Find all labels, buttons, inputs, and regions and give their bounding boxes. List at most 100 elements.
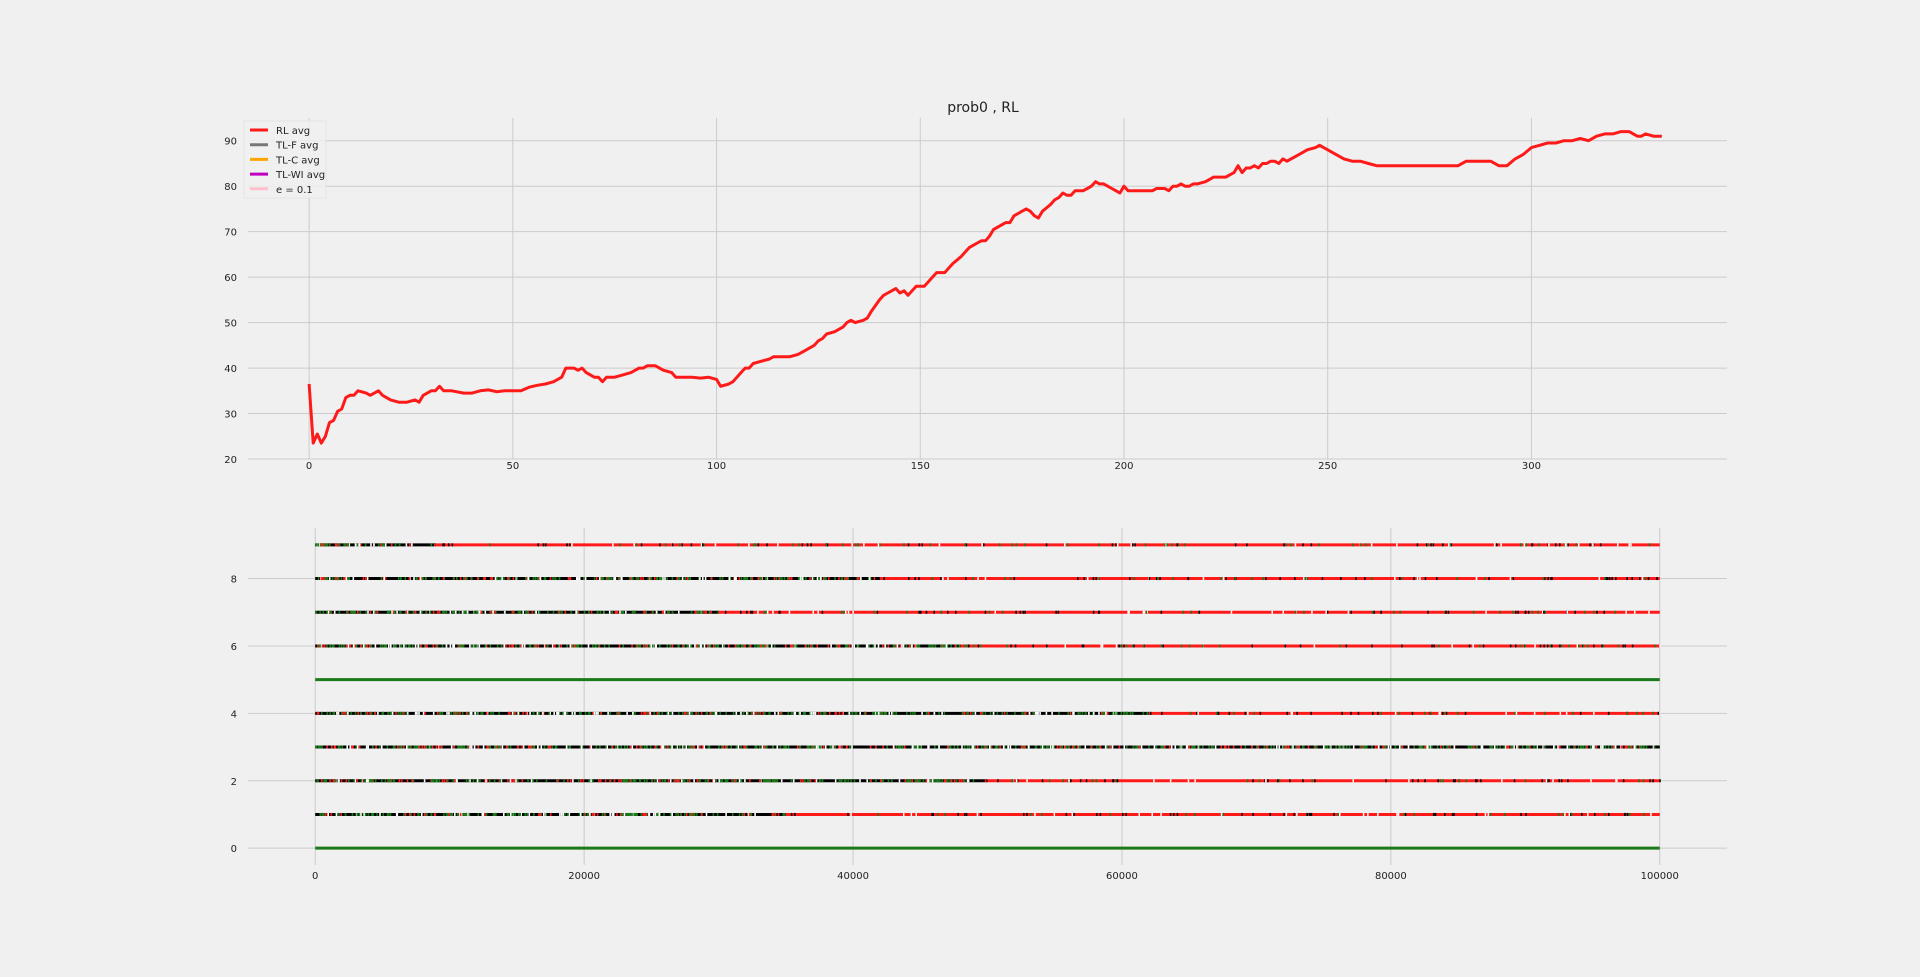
scatter-point	[732, 779, 734, 783]
scatter-point	[843, 577, 846, 581]
scatter-point	[627, 812, 630, 816]
scatter-point	[410, 812, 412, 816]
scatter-point	[643, 745, 646, 749]
scatter-point	[592, 644, 594, 648]
scatter-point	[955, 779, 958, 783]
scatter-point	[740, 779, 743, 783]
scatter-point	[419, 577, 422, 581]
scatter-point	[570, 644, 573, 648]
scatter-point	[851, 745, 853, 749]
scatter-point	[601, 577, 603, 581]
scatter-point	[458, 812, 461, 816]
scatter-point	[1252, 779, 1254, 783]
scatter-point	[984, 745, 987, 749]
scatter-point	[1527, 610, 1530, 614]
scatter-point	[620, 745, 622, 749]
scatter-point	[686, 812, 688, 816]
scatter-point	[371, 812, 373, 816]
scatter-point	[413, 577, 415, 581]
scatter-point	[703, 745, 706, 749]
scatter-point	[697, 745, 699, 749]
scatter-point	[529, 644, 532, 648]
scatter-point	[568, 745, 571, 749]
scatter-point	[641, 745, 643, 749]
scatter-point	[1178, 745, 1181, 749]
scatter-point	[766, 543, 768, 547]
scatter-point	[1659, 779, 1661, 783]
scatter-point	[1416, 577, 1419, 581]
scatter-point	[818, 745, 821, 749]
scatter-point	[508, 644, 511, 648]
scatter-point	[1559, 644, 1561, 648]
scatter-point	[636, 644, 639, 648]
scatter-point	[1026, 779, 1028, 783]
scatter-point	[714, 644, 717, 648]
scatter-point	[740, 577, 743, 581]
scatter-point	[668, 610, 670, 614]
scatter-point	[548, 711, 550, 715]
scatter-point	[1640, 745, 1643, 749]
scatter-point	[1192, 745, 1195, 749]
scatter-point	[938, 745, 940, 749]
scatter-point	[903, 745, 906, 749]
scatter-point	[808, 779, 810, 783]
scatter-point	[559, 812, 561, 816]
scatter-point	[868, 644, 870, 648]
scatter-point	[926, 779, 929, 783]
scatter-point	[1011, 543, 1013, 547]
scatter-point	[1138, 745, 1141, 749]
scatter-point	[667, 745, 669, 749]
scatter-point	[525, 610, 527, 614]
scatter-point	[350, 610, 352, 614]
scatter-point	[1097, 610, 1100, 614]
scatter-point	[906, 610, 908, 614]
scatter-point	[1385, 745, 1387, 749]
scatter-point	[606, 745, 608, 749]
scatter-point	[798, 711, 800, 715]
scatter-point	[438, 711, 441, 715]
scatter-point	[1216, 711, 1218, 715]
scatter-point	[1049, 779, 1051, 783]
scatter-point	[1169, 779, 1172, 783]
scatter-point	[392, 745, 395, 749]
scatter-point	[610, 577, 613, 581]
scatter-point	[644, 711, 647, 715]
scatter-point	[1350, 610, 1352, 614]
scatter-point	[1476, 745, 1478, 749]
scatter-point	[996, 745, 999, 749]
scatter-point	[644, 644, 647, 648]
scatter-point	[1616, 779, 1618, 783]
scatter-point	[671, 745, 673, 749]
scatter-point	[403, 711, 405, 715]
scatter-point	[1144, 543, 1147, 547]
scatter-point	[558, 711, 561, 715]
scatter-point	[535, 644, 537, 648]
scatter-point	[659, 644, 661, 648]
scatter-point	[1524, 644, 1526, 648]
scatter-point	[1212, 745, 1214, 749]
scatter-point	[879, 543, 881, 547]
scatter-point	[1656, 577, 1658, 581]
chart2-x-tick-label: 20000	[568, 871, 600, 882]
scatter-point	[1394, 711, 1397, 715]
scatter-point	[1361, 745, 1363, 749]
scatter-point	[536, 779, 538, 783]
scatter-point	[328, 610, 331, 614]
scatter-point	[931, 779, 934, 783]
scatter-point	[581, 745, 584, 749]
scatter-point	[543, 745, 546, 749]
scatter-point	[1427, 543, 1429, 547]
scatter-point	[367, 779, 369, 783]
scatter-point	[520, 644, 522, 648]
scatter-point	[750, 711, 753, 715]
scatter-point	[631, 577, 633, 581]
scatter-point	[317, 577, 320, 581]
scatter-point	[1577, 745, 1580, 749]
scatter-point	[1377, 711, 1379, 715]
scatter-point	[326, 711, 329, 715]
scatter-point	[1430, 711, 1432, 715]
scatter-point	[1364, 577, 1366, 581]
scatter-point	[624, 779, 627, 783]
scatter-point	[675, 779, 678, 783]
